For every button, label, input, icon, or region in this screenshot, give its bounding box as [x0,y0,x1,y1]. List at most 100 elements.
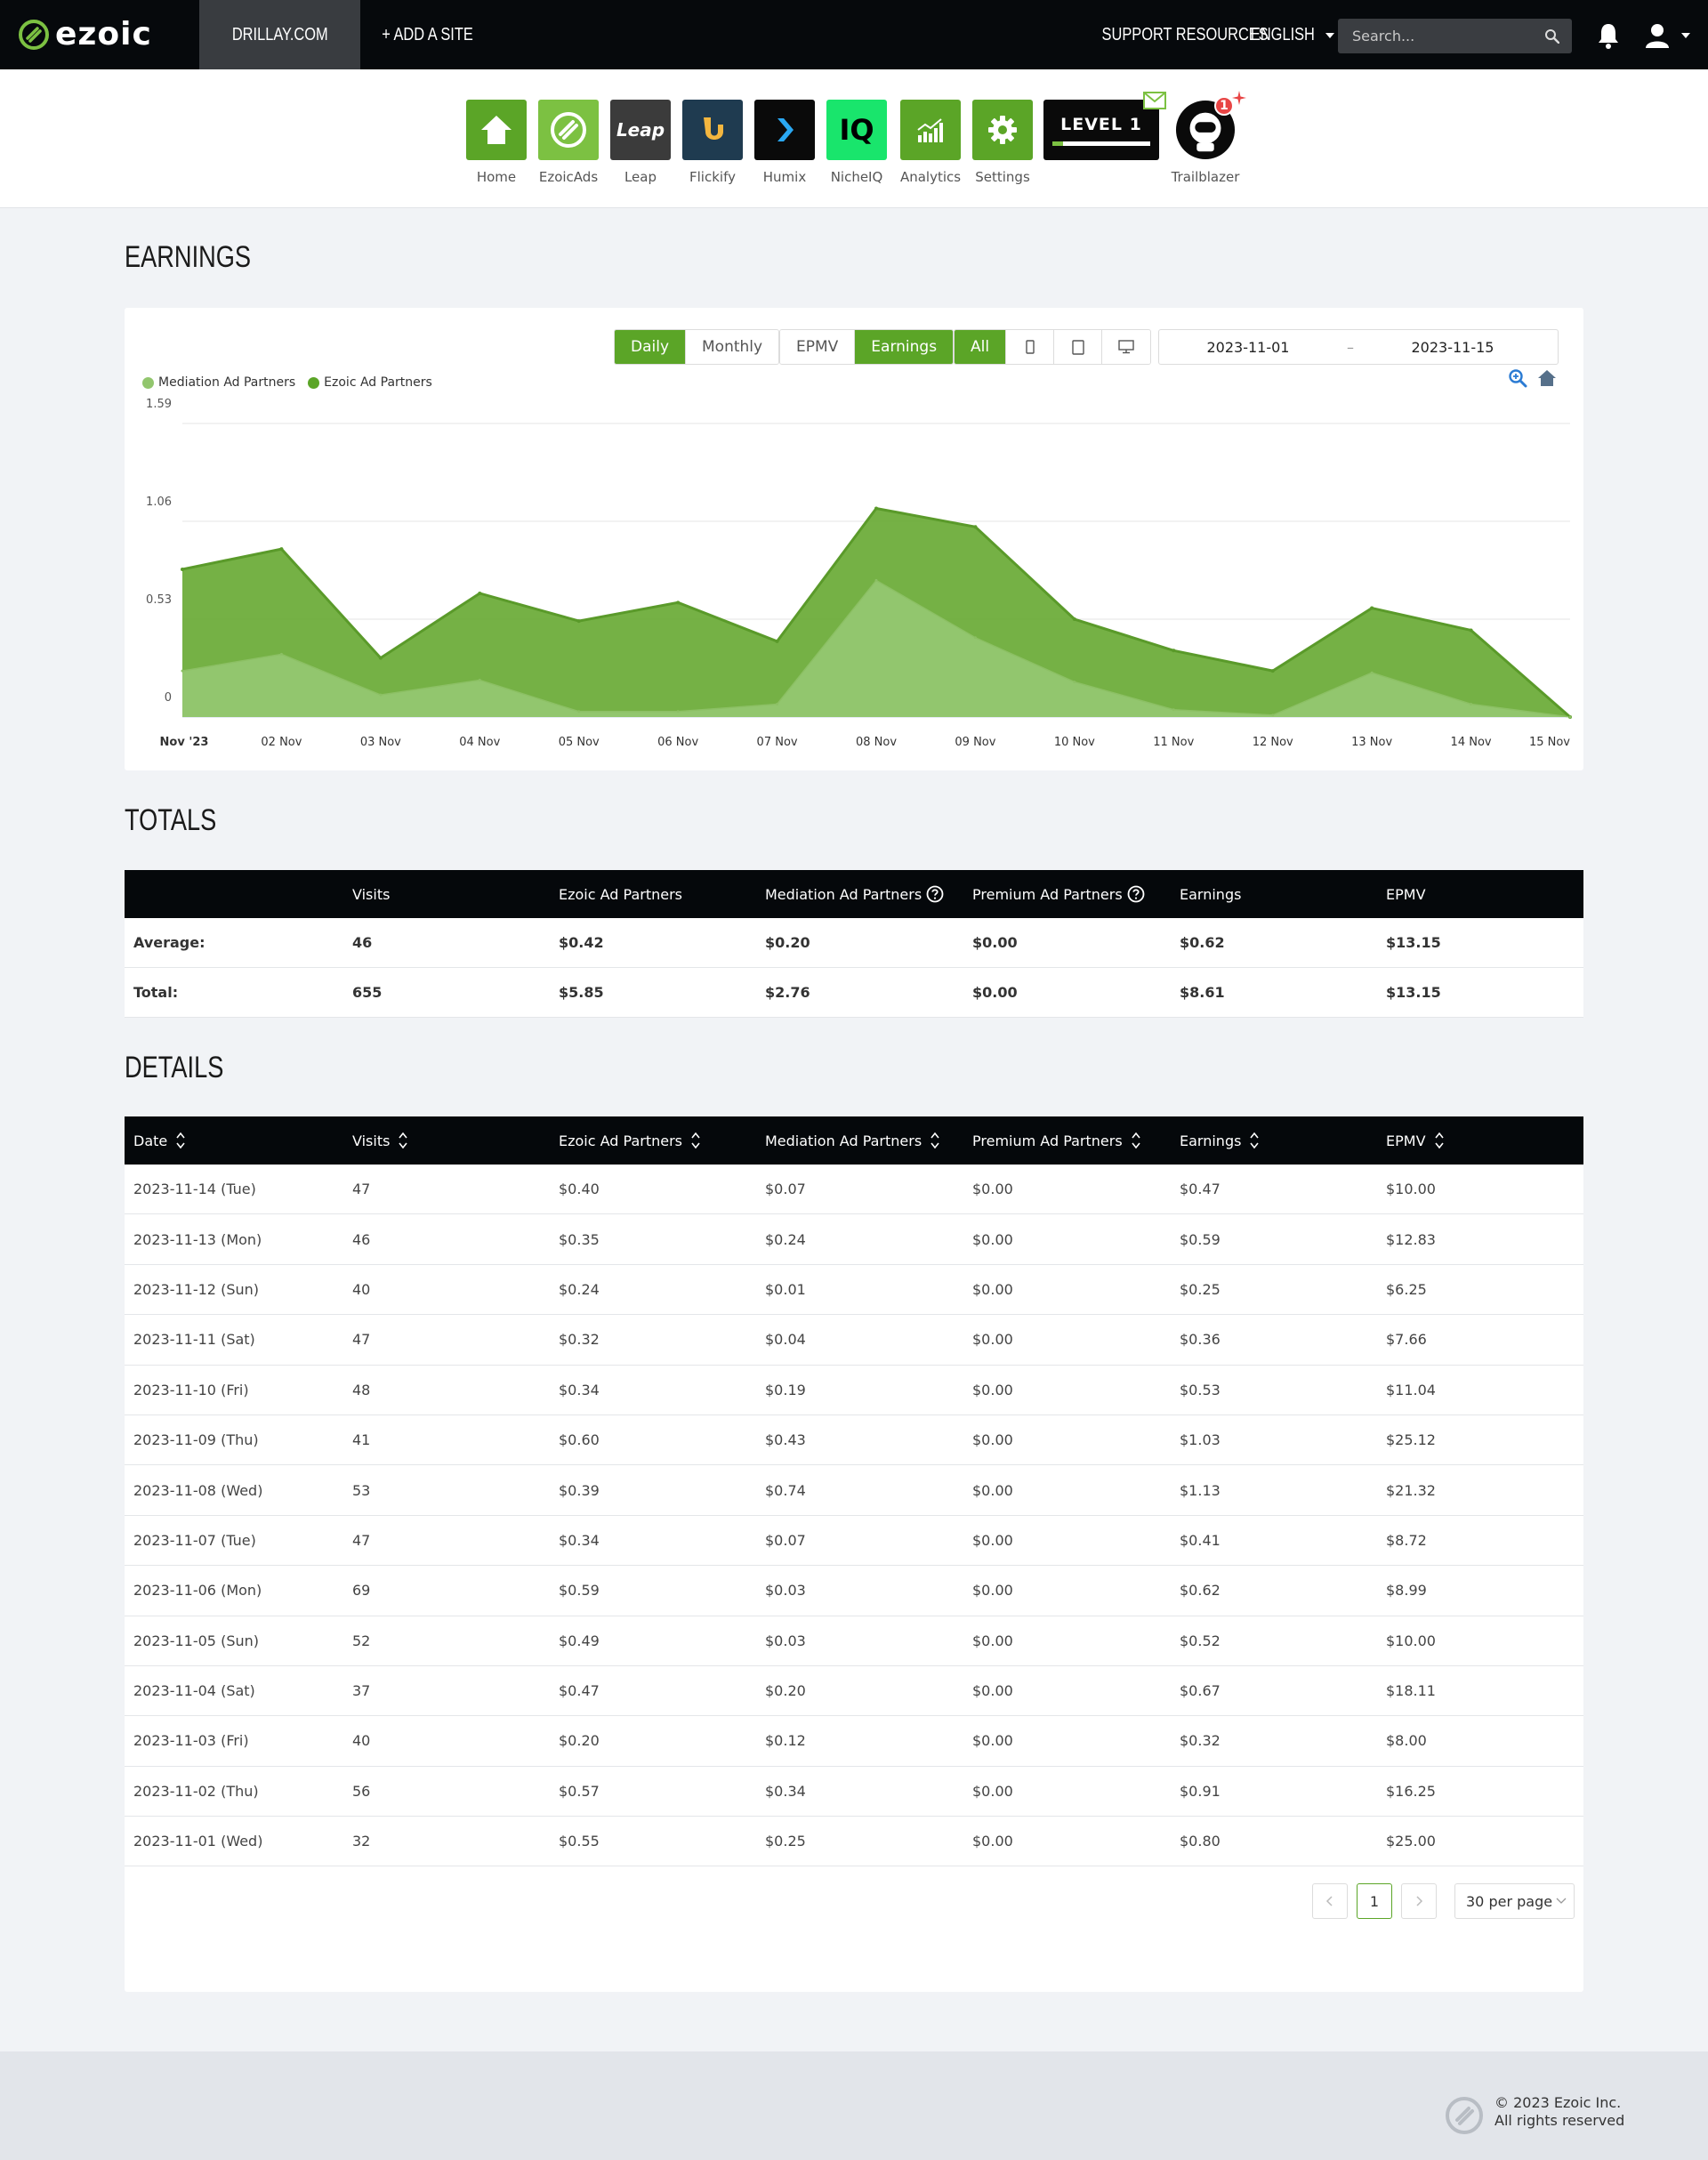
table-cell: $2.76 [765,984,810,1001]
column-header-label: Date [133,1132,168,1149]
app-flickify[interactable]: Flickify [681,100,745,185]
table-cell: $0.74 [765,1481,806,1499]
next-page-button[interactable] [1401,1883,1437,1919]
ezoic-logo[interactable]: ezoic [18,17,152,52]
sort-icon[interactable] [176,1131,185,1150]
sort-icon[interactable] [691,1131,700,1150]
legend-item-mediation[interactable]: Mediation Ad Partners [142,375,295,390]
table-cell: $12.83 [1386,1230,1436,1248]
app-humix[interactable]: Humix [753,100,817,185]
site-selector-tab[interactable]: DRILLAY.COM [199,0,360,69]
table-cell: $0.07 [765,1181,806,1198]
table-cell: $0.03 [765,1582,806,1600]
table-cell: $0.53 [1180,1381,1221,1398]
metric-toggle: EPMV Earnings [779,329,955,365]
search-icon[interactable] [1544,28,1559,44]
app-level-badge[interactable]: LEVEL 1 [1043,92,1166,160]
table-cell: $0.00 [972,1431,1013,1449]
table-cell: 2023-11-05 (Sun) [133,1632,259,1649]
data-point-ezoic [478,591,482,595]
data-point-mediation [279,652,283,656]
support-resources-link[interactable]: SUPPORT RESOURCES [1101,25,1269,44]
date-range-picker[interactable]: 2023-11-01 – 2023-11-15 [1158,329,1559,365]
table-cell: 2023-11-14 (Tue) [133,1181,256,1198]
app-home[interactable]: Home [464,100,528,185]
data-point-mediation [1568,715,1572,719]
column-header[interactable]: Earnings [1180,1116,1260,1165]
help-circle-icon[interactable] [926,885,944,903]
language-dropdown[interactable]: ENGLISH [1244,0,1334,69]
sort-icon[interactable] [399,1131,408,1150]
sort-icon[interactable] [1434,1131,1444,1150]
app-label: Leap [624,169,657,185]
notification-count-badge: 1 [1214,96,1234,116]
column-header[interactable]: Premium Ad Partners [972,1116,1140,1165]
table-cell: 37 [352,1682,371,1700]
start-date[interactable]: 2023-11-01 [1206,338,1290,356]
help-circle-icon[interactable] [1127,885,1145,903]
column-header: Visits [352,870,390,918]
app-ezoicads[interactable]: EzoicAds [536,100,600,185]
data-point-ezoic [1370,606,1374,610]
table-cell: $0.20 [765,1682,806,1700]
table-cell: $1.03 [1180,1431,1221,1449]
column-header[interactable]: Visits [352,1116,408,1165]
reset-zoom-home-icon[interactable] [1537,368,1557,388]
zoom-icon[interactable] [1508,368,1527,388]
details-table: Date Visits Ezoic Ad Partners Mediation Ad … [125,1116,1583,1992]
earnings-button[interactable]: Earnings [855,330,954,364]
column-header-label: Earnings [1180,1132,1242,1149]
user-menu[interactable] [1644,21,1690,50]
page-number-button[interactable]: 1 [1357,1883,1392,1919]
column-header[interactable]: Ezoic Ad Partners [559,1116,700,1165]
table-cell: $18.11 [1386,1682,1436,1700]
mobile-device-button[interactable] [1006,330,1055,364]
epmv-button[interactable]: EPMV [780,330,856,364]
per-page-select[interactable]: 30 per page [1454,1883,1575,1919]
all-devices-button[interactable]: All [955,330,1007,364]
tablet-device-button[interactable] [1054,330,1103,364]
app-label: Trailblazer [1171,169,1240,185]
monthly-button[interactable]: Monthly [686,330,779,364]
per-page-value: 30 per page [1466,1892,1553,1910]
search-input[interactable] [1338,19,1534,53]
app-settings[interactable]: Settings [971,100,1035,185]
sort-icon[interactable] [1250,1131,1260,1150]
table-cell: $0.00 [972,984,1018,1001]
sort-icon[interactable] [1132,1131,1140,1150]
app-analytics[interactable]: Analytics [897,100,964,185]
notification-bell-icon[interactable] [1596,21,1621,50]
table-cell: $0.00 [972,1682,1013,1700]
app-nicheiq[interactable]: IQ NicheIQ [825,100,889,185]
table-cell: $0.25 [765,1833,806,1850]
table-cell: $8.99 [1386,1582,1427,1600]
table-row: 2023-11-12 (Sun) 40 $0.24 $0.01 $0.00 $0.25 $6… [125,1265,1583,1316]
app-leap[interactable]: Leap Leap [608,100,673,185]
data-point-mediation [676,710,680,713]
table-cell: $16.25 [1386,1782,1436,1800]
table-cell: $0.41 [1180,1531,1221,1549]
legend-item-ezoic[interactable]: Ezoic Ad Partners [308,375,432,390]
desktop-device-button[interactable] [1102,330,1151,364]
table-row: 2023-11-03 (Fri) 40 $0.20 $0.12 $0.00 $0.32 $8… [125,1716,1583,1767]
column-header[interactable]: Mediation Ad Partners [765,1116,939,1165]
column-header[interactable]: Date [133,1116,185,1165]
table-cell: $0.00 [972,1481,1013,1499]
column-header-label: Ezoic Ad Partners [559,1132,683,1149]
daily-button[interactable]: Daily [615,330,687,364]
prev-page-button[interactable] [1312,1883,1348,1919]
column-header[interactable]: EPMV [1386,1116,1444,1165]
home-icon [466,100,527,160]
table-cell: $0.19 [765,1381,806,1398]
table-cell: $8.00 [1386,1732,1427,1750]
area-mediation-ad-partners [182,580,1570,717]
column-header: Mediation Ad Partners [765,870,944,918]
sort-icon[interactable] [931,1131,939,1150]
x-tick-label: 15 Nov [1529,736,1570,749]
chart-legend: Mediation Ad Partners Ezoic Ad Partners [142,375,432,390]
details-table-header: Date Visits Ezoic Ad Partners Mediation Ad … [125,1116,1583,1165]
add-site-link[interactable]: + ADD A SITE [382,25,473,44]
app-trailblazer[interactable]: 1 Trailblazer [1165,91,1246,185]
end-date[interactable]: 2023-11-15 [1411,338,1494,356]
data-point-ezoic [1469,628,1473,633]
